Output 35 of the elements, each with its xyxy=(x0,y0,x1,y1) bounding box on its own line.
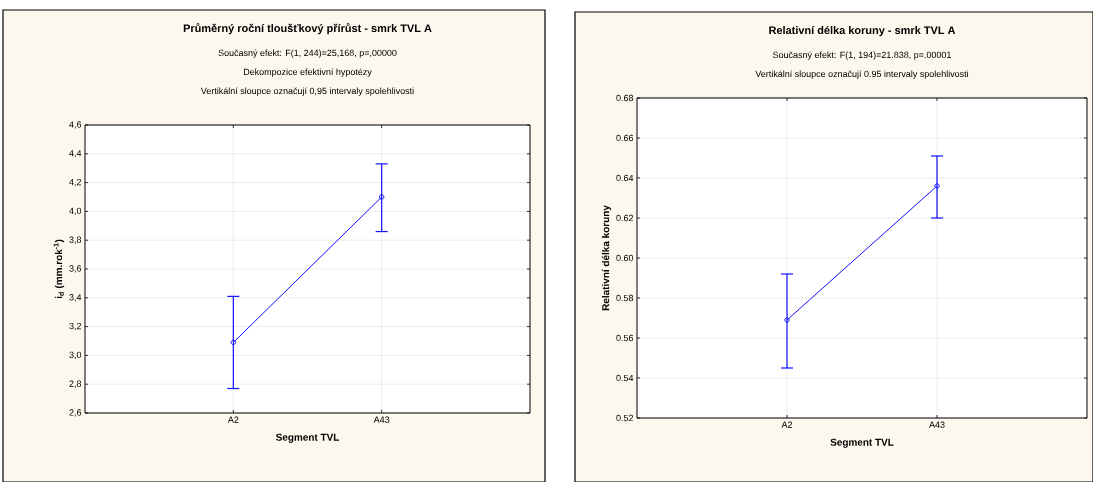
x-tick-label: A2 xyxy=(227,416,239,423)
y-tick-label: 0.64 xyxy=(616,174,634,182)
y-tick-label: 3,0 xyxy=(69,351,82,360)
y-tick-label: 4,0 xyxy=(69,207,82,216)
x-tick-label: A43 xyxy=(929,421,945,428)
x-tick-label: A43 xyxy=(373,416,390,423)
y-tick-label: 4,6 xyxy=(69,121,82,129)
chart-subtitle: Současný efekt: F(1, 194)=21.838, p=.00001 xyxy=(773,51,951,60)
y-tick-label: 2,6 xyxy=(69,409,82,417)
y-tick-label: 3,6 xyxy=(69,265,82,273)
chart-subtitle: Současný efekt: F(1, 244)=25,168, p=,00000 xyxy=(218,49,397,58)
y-tick-label: 4,4 xyxy=(69,150,82,158)
y-tick-label: 0.58 xyxy=(616,294,634,302)
x-tick-label: A2 xyxy=(781,421,793,428)
y-tick-label: 0.68 xyxy=(616,94,634,102)
y-tick-label: 4,2 xyxy=(69,178,82,187)
x-axis-title: Segment TVL xyxy=(830,438,894,448)
y-tick-label: 3,8 xyxy=(69,236,82,244)
y-axis-title: i$_{d}$ (mm.rok$^{-1}$) xyxy=(53,239,65,299)
y-tick-label: 0.52 xyxy=(616,414,634,422)
y-tick-label: 0.56 xyxy=(616,334,634,342)
x-axis-title: Segment TVL xyxy=(275,433,340,443)
y-axis-title: Relativní délka koruny xyxy=(601,205,612,311)
text: Dekompozice efektivní hypotézy xyxy=(243,68,372,77)
y-tick-label: 3,2 xyxy=(69,322,82,331)
y-tick-label: 0.62 xyxy=(616,214,634,222)
y-tick-label: 0.66 xyxy=(616,134,634,142)
y-tick-label: 0.54 xyxy=(616,374,634,382)
chart-title: Relativní délka koruny - smrk TVL A xyxy=(769,25,956,37)
text: Vertikální sloupce označují 0.95 intervaly spolehlivosti xyxy=(755,70,969,79)
y-tick-label: 2,8 xyxy=(69,380,82,388)
text: Vertikální sloupce označují 0,95 intervaly spolehlivosti xyxy=(200,87,414,96)
y-tick-label: 0.60 xyxy=(616,254,634,262)
y-tick-label: 3,4 xyxy=(69,294,82,302)
chart-title: Průměrný roční tloušťkový přírůst - smrk TVL A xyxy=(183,23,432,35)
